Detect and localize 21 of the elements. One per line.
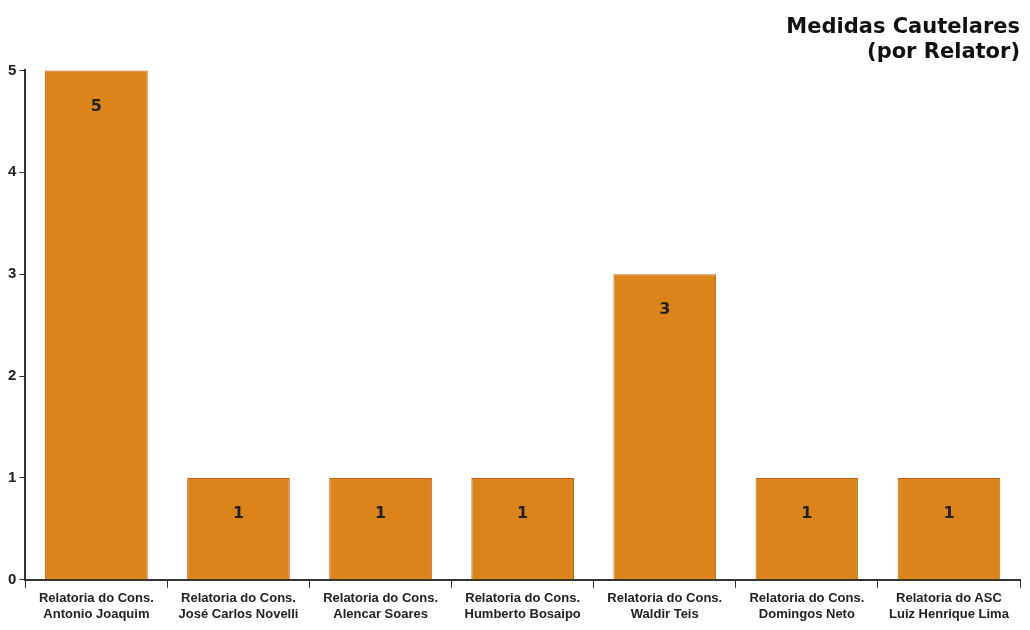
y-tick-label: 0 xyxy=(8,569,17,587)
data-label: 1 xyxy=(943,503,955,523)
x-tick-label: Relatoria do Cons. Domingos Neto xyxy=(749,590,865,621)
data-label: 5 xyxy=(90,95,102,115)
data-label: 3 xyxy=(659,299,671,319)
data-label: 1 xyxy=(801,503,813,523)
y-tick-label: 5 xyxy=(8,60,17,78)
y-tick-label: 3 xyxy=(8,264,17,282)
y-tick-label: 4 xyxy=(8,162,17,180)
x-tick-label: Relatoria do ASC Luiz Henrique Lima xyxy=(889,590,1010,621)
data-label: 1 xyxy=(517,503,529,523)
x-tick-label: Relatoria do Cons. Humberto Bosaipo xyxy=(464,590,581,621)
y-tick-label: 1 xyxy=(8,468,17,486)
chart-title: Medidas Cautelares (por Relator) xyxy=(786,14,1020,64)
data-label: 1 xyxy=(375,503,387,523)
data-label: 1 xyxy=(232,503,245,523)
x-tick-label: Relatoria do Cons. Waldir Teis xyxy=(607,590,723,621)
x-tick-label: Relatoria do Cons. Alencar Soares xyxy=(323,590,439,621)
x-tick-label: Relatoria do Cons. Antonio Joaquim xyxy=(38,590,154,621)
x-tick-label: Relatoria do Cons. José Carlos Novelli xyxy=(178,590,299,621)
y-tick-label: 2 xyxy=(8,366,17,384)
